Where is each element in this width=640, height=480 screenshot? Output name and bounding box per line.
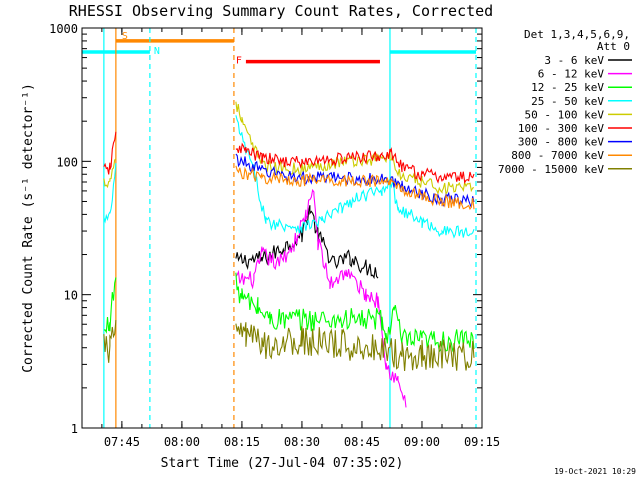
legend-label-25-50-kev: 25 - 50 keV [531,95,604,108]
legend-label-100-300-kev: 100 - 300 keV [518,122,604,135]
series-line-100-300-kev-part-1 [103,131,117,175]
series-lines [103,101,475,408]
legend-label-300-800-kev: 300 - 800 keV [518,136,604,149]
timestamp-stamp: 19-Oct-2021 10:29 [554,467,636,476]
legend-header-line-1: Det 1,3,4,5,6,9, [524,28,630,41]
x-tick-label: 07:45 [104,435,140,449]
chart-title: RHESSI Observing Summary Count Rates, Co… [69,2,493,20]
series-line-12-25-kev-part-2 [235,272,475,353]
time-markers [103,28,477,428]
y-tick-label: 1 [71,422,78,436]
y-tick-label: 10 [64,289,78,303]
legend-label-3-6-kev: 3 - 6 keV [544,54,604,67]
legend-label-50-100-kev: 50 - 100 keV [525,108,605,121]
series-line-7000-15000-kev-part-1 [103,319,117,363]
flag-label-saa: S [122,31,128,42]
flag-label-night: N [154,46,160,57]
series-line-3-6-kev [235,205,379,280]
x-tick-label: 09:15 [464,435,500,449]
x-tick-label: 08:30 [284,435,320,449]
y-tick-label: 1000 [49,22,78,36]
y-axis-ticks: 1 10 100 1000 [49,22,482,436]
series-line-50-100-kev-part-1 [103,158,117,189]
y-tick-label: 100 [56,155,78,169]
x-tick-label: 08:15 [224,435,260,449]
series-line-800-7000-kev [235,165,475,211]
y-axis-label: Corrected Count Rate (s⁻¹ detector⁻¹) [21,83,36,373]
series-line-7000-15000-kev-part-2 [235,322,475,372]
legend-label-6-12-kev: 6 - 12 keV [538,68,605,81]
series-line-12-25-kev-part-1 [103,277,117,334]
x-tick-label: 08:00 [164,435,200,449]
series-line-100-300-kev-part-2 [235,142,475,185]
legend-label-800-7000-kev: 800 - 7000 keV [511,149,604,162]
series-line-25-50-kev-part-2 [235,115,475,239]
x-axis-ticks: 07:45 08:00 08:15 08:30 08:45 09:00 09:15 [101,28,500,449]
legend-label-12-25-kev: 12 - 25 keV [531,81,604,94]
legend-header-line-2: Att 0 [597,40,630,53]
x-tick-label: 09:00 [404,435,440,449]
series-line-25-50-kev-part-1 [103,163,117,224]
series-line-6-12-kev [235,188,407,408]
legend-label-7000-15000-kev: 7000 - 15000 keV [498,163,604,176]
x-tick-label: 08:45 [344,435,380,449]
flag-label-flare: F [236,56,242,67]
x-axis-label: Start Time (27-Jul-04 07:35:02) [161,456,404,471]
